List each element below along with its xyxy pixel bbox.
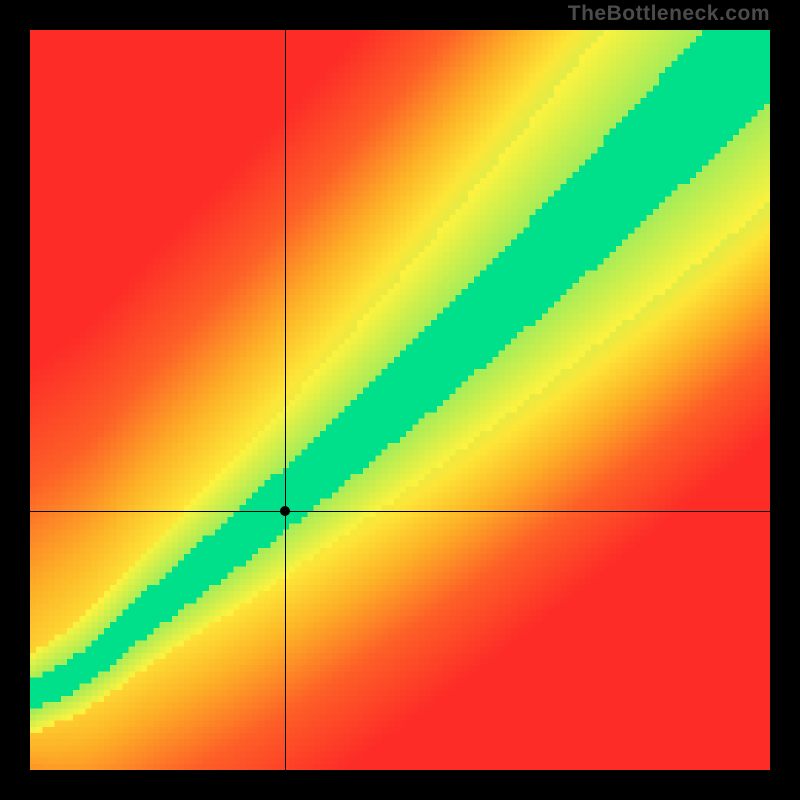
bottleneck-heatmap <box>30 30 770 770</box>
crosshair-horizontal <box>30 511 770 512</box>
watermark-text: TheBottleneck.com <box>568 2 770 26</box>
crosshair-vertical <box>285 30 286 770</box>
